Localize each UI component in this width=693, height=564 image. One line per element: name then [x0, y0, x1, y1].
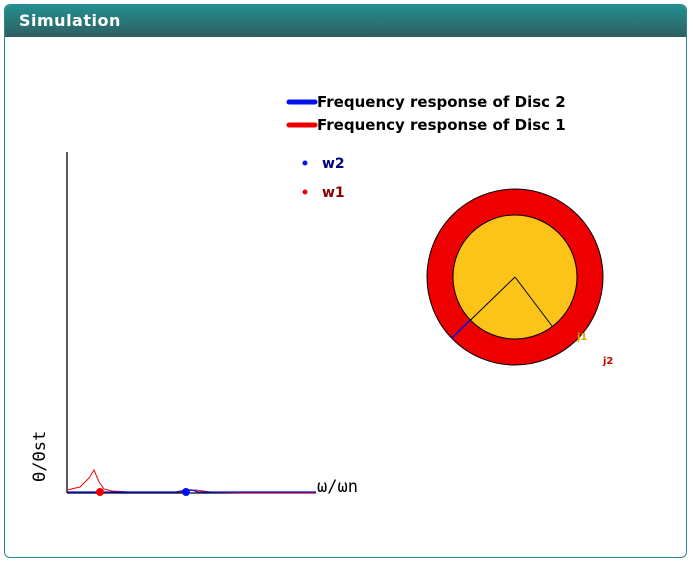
- w1-marker: [96, 488, 104, 496]
- disc2-angle-line-outer: [451, 319, 471, 339]
- legend-disc2-label: Frequency response of Disc 2: [317, 93, 566, 111]
- legend-w2-dot: [302, 160, 308, 166]
- w2-marker: [182, 488, 190, 496]
- disc1-angle-line: [514, 276, 553, 327]
- legend-disc1-label: Frequency response of Disc 1: [317, 116, 566, 134]
- x-axis-label: ω/ωn: [317, 477, 358, 497]
- legend-w2-label: w2: [322, 156, 345, 172]
- legend-w1-dot: [302, 189, 308, 195]
- j1-label: j1: [576, 332, 587, 343]
- disc2-response-curve: [67, 489, 316, 493]
- panel-title: Simulation: [5, 5, 686, 37]
- legend-w1-label: w1: [322, 185, 345, 201]
- y-axis-label: Θ/Θst: [30, 431, 50, 482]
- j2-label: j2: [602, 356, 613, 367]
